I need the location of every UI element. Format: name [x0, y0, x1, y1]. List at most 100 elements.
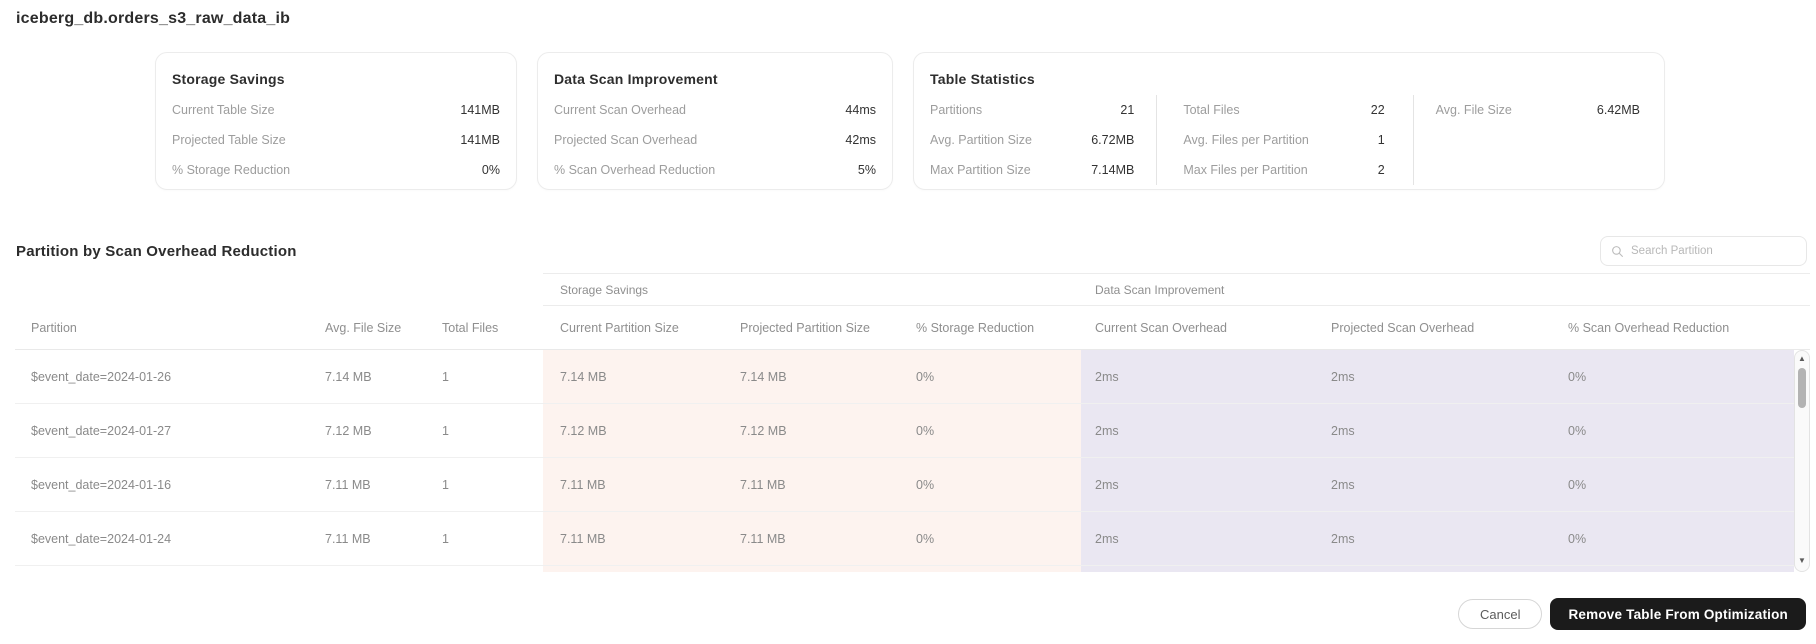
cell-storage-reduction: 0%: [916, 458, 1081, 511]
cell-projected-scan-overhead: 2ms: [1331, 512, 1568, 565]
cell-avg-file-size: 7.11 MB: [325, 477, 371, 492]
cell-projected-scan-overhead: 2ms: [1331, 350, 1568, 403]
column-header-total-files: Total Files: [442, 320, 499, 335]
cell-total-files: 1: [442, 531, 449, 546]
section-title: Partition by Scan Overhead Reduction: [16, 242, 297, 260]
cancel-button[interactable]: Cancel: [1458, 599, 1543, 629]
partition-section-header: Partition by Scan Overhead Reduction: [0, 236, 1816, 266]
stat-row: % Storage Reduction 0%: [172, 155, 500, 185]
cell-avg-file-size: 7.12 MB: [325, 423, 372, 438]
stat-value: 141MB: [460, 103, 500, 117]
stat-value: 42ms: [845, 133, 876, 147]
cell-scan-overhead-reduction: 0%: [1568, 458, 1794, 511]
card-storage-savings: Storage Savings Current Table Size 141MB…: [155, 52, 517, 190]
stat-label: Max Partition Size: [930, 163, 1031, 177]
cell-current-partition-size: 7.12 MB: [543, 404, 740, 457]
stat-label: Avg. Files per Partition: [1183, 133, 1309, 147]
cell-current-scan-overhead: 2ms: [1081, 404, 1331, 457]
stats-column: Total Files 22 Avg. Files per Partition …: [1156, 95, 1412, 185]
footer-actions: Cancel Remove Table From Optimization: [0, 598, 1816, 630]
column-header-storage-reduction: % Storage Reduction: [916, 320, 1035, 335]
stat-value: 22: [1370, 103, 1385, 117]
stat-label: Avg. File Size: [1435, 103, 1512, 117]
card-title: Table Statistics: [930, 71, 1035, 87]
partition-search[interactable]: [1600, 236, 1807, 266]
stat-row: Current Scan Overhead 44ms: [554, 95, 876, 125]
card-table-statistics: Table Statistics Partitions 21 Avg. Part…: [913, 52, 1665, 190]
scroll-down-icon[interactable]: ▼: [1798, 556, 1806, 565]
search-input[interactable]: [1631, 245, 1791, 257]
stat-row: Total Files 22: [1183, 95, 1384, 125]
stat-label: % Storage Reduction: [172, 163, 291, 177]
cell-current-partition-size: 7.11 MB: [543, 512, 740, 565]
table-header-row: Partition Avg. File Size Total Files Cur…: [15, 306, 1810, 350]
stat-value: 6.72MB: [1091, 133, 1135, 147]
column-header-partition: Partition: [31, 320, 77, 335]
cell-scan-overhead-reduction: 0%: [1568, 512, 1794, 565]
stats-column: Partitions 21 Avg. Partition Size 6.72MB…: [914, 95, 1156, 185]
table-group-header-row: Storage Savings Data Scan Improvement: [15, 273, 1810, 306]
stat-row: Avg. Files per Partition 1: [1183, 125, 1384, 155]
stat-row: Avg. File Size 6.42MB: [1436, 95, 1640, 125]
stat-row: Avg. Partition Size 6.72MB: [930, 125, 1134, 155]
page-title: iceberg_db.orders_s3_raw_data_ib: [16, 10, 291, 27]
table-row: $event_date=2024-01-26 7.14 MB 1 7.14 MB…: [15, 350, 1810, 404]
stat-value: 1: [1377, 133, 1385, 147]
cell-projected-scan-overhead: 2ms: [1331, 404, 1568, 457]
stat-value: 2: [1377, 163, 1385, 177]
clipped-next-row: [15, 566, 1810, 572]
cell-partition: $event_date=2024-01-27: [31, 423, 172, 438]
stat-label: Partitions: [930, 103, 983, 117]
cell-avg-file-size: 7.14 MB: [325, 369, 372, 384]
stat-value: 7.14MB: [1091, 163, 1135, 177]
search-icon: [1611, 245, 1624, 258]
stat-label: Current Table Size: [172, 103, 275, 117]
cell-scan-overhead-reduction: 0%: [1568, 350, 1794, 403]
group-header-storage-savings: Storage Savings: [543, 273, 1081, 306]
stat-label: Current Scan Overhead: [554, 103, 687, 117]
cell-projected-partition-size: 7.14 MB: [740, 350, 916, 403]
cell-scan-overhead-reduction: 0%: [1568, 404, 1794, 457]
card-data-scan-improvement: Data Scan Improvement Current Scan Overh…: [537, 52, 893, 190]
card-title: Data Scan Improvement: [554, 71, 718, 87]
stat-value: 44ms: [845, 103, 876, 117]
cell-current-scan-overhead: 2ms: [1081, 350, 1331, 403]
stats-column: Avg. File Size 6.42MB: [1412, 95, 1664, 185]
cell-projected-partition-size: 7.11 MB: [740, 458, 916, 511]
column-header-projected-partition-size: Projected Partition Size: [740, 320, 870, 335]
card-title: Storage Savings: [172, 71, 285, 87]
cell-storage-reduction: 0%: [916, 404, 1081, 457]
column-header-projected-scan-overhead: Projected Scan Overhead: [1331, 320, 1475, 335]
cell-current-partition-size: 7.14 MB: [543, 350, 740, 403]
stat-row: Projected Scan Overhead 42ms: [554, 125, 876, 155]
scroll-up-icon[interactable]: ▲: [1798, 354, 1806, 363]
cell-partition: $event_date=2024-01-26: [31, 369, 172, 384]
summary-cards: Storage Savings Current Table Size 141MB…: [155, 52, 1816, 190]
cell-partition: $event_date=2024-01-24: [31, 531, 172, 546]
cell-total-files: 1: [442, 477, 449, 492]
table-row: $event_date=2024-01-16 7.11 MB 1 7.11 MB…: [15, 458, 1810, 512]
cell-projected-partition-size: 7.11 MB: [740, 512, 916, 565]
cell-projected-partition-size: 7.12 MB: [740, 404, 916, 457]
cell-total-files: 1: [442, 369, 449, 384]
stat-row: Max Files per Partition 2: [1183, 155, 1384, 185]
stat-label: Projected Scan Overhead: [554, 133, 698, 147]
scrollbar-thumb[interactable]: [1798, 368, 1806, 408]
table-scrollbar[interactable]: ▲ ▼: [1794, 350, 1810, 572]
cell-storage-reduction: 0%: [916, 350, 1081, 403]
stat-label: Avg. Partition Size: [930, 133, 1032, 147]
stat-label: Projected Table Size: [172, 133, 286, 147]
cell-projected-scan-overhead: 2ms: [1331, 458, 1568, 511]
column-header-avg-file-size: Avg. File Size: [325, 320, 402, 335]
stat-row: Projected Table Size 141MB: [172, 125, 500, 155]
cell-total-files: 1: [442, 423, 449, 438]
stat-label: Max Files per Partition: [1183, 163, 1308, 177]
stat-row: Max Partition Size 7.14MB: [930, 155, 1134, 185]
stat-row: Partitions 21: [930, 95, 1134, 125]
stat-label: Total Files: [1183, 103, 1240, 117]
cell-current-scan-overhead: 2ms: [1081, 458, 1331, 511]
remove-table-button[interactable]: Remove Table From Optimization: [1550, 598, 1806, 630]
cell-current-partition-size: 7.11 MB: [543, 458, 740, 511]
stat-row: Current Table Size 141MB: [172, 95, 500, 125]
